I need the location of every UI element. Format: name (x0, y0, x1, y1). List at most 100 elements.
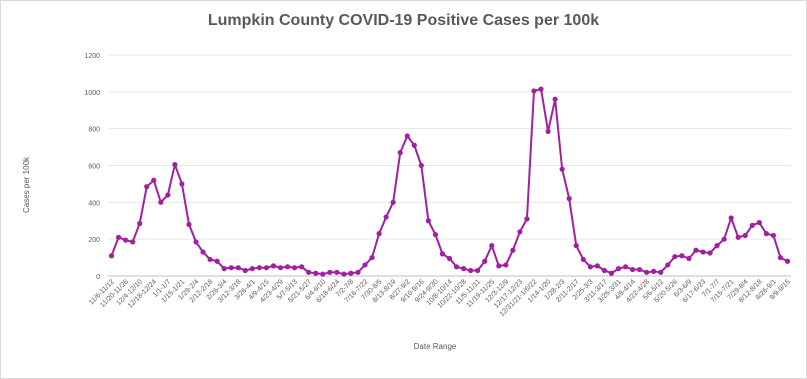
data-point (306, 269, 312, 275)
y-tick-label: 800 (88, 127, 100, 134)
data-point (214, 258, 220, 264)
data-point (242, 267, 248, 274)
data-point (629, 266, 636, 273)
data-point (714, 243, 720, 249)
data-point (362, 262, 368, 268)
data-point (228, 265, 234, 271)
data-point (151, 177, 157, 183)
data-point (446, 255, 453, 262)
data-point (334, 269, 340, 275)
data-point (686, 255, 692, 262)
data-point (207, 256, 213, 263)
data-point (299, 264, 305, 270)
y-tick-label: 200 (88, 237, 100, 244)
data-point (123, 237, 129, 243)
y-tick-label: 1200 (84, 53, 100, 60)
y-tick-label: 0 (96, 274, 100, 281)
data-point (418, 162, 424, 169)
data-point (390, 199, 396, 205)
data-point (291, 265, 298, 271)
y-tick-label: 1000 (84, 90, 100, 97)
data-point (439, 251, 446, 257)
data-point (665, 262, 671, 268)
chart-title: Lumpkin County COVID-19 Positive Cases p… (207, 12, 600, 29)
data-point (158, 199, 164, 205)
data-point (545, 128, 551, 135)
data-point (432, 231, 439, 238)
data-point (728, 215, 734, 221)
data-point (115, 234, 122, 240)
data-point (658, 269, 664, 275)
data-point (460, 266, 467, 272)
data-point (475, 267, 481, 274)
data-point (341, 271, 347, 277)
data-point (270, 263, 277, 269)
data-point (615, 266, 622, 272)
data-point (749, 222, 755, 228)
data-point (622, 264, 629, 270)
data-point (453, 264, 460, 270)
data-point (144, 184, 150, 190)
data-point (510, 247, 516, 253)
data-point (411, 142, 417, 148)
data-point (404, 133, 410, 139)
data-point (130, 239, 136, 245)
data-point (587, 264, 593, 270)
data-point (580, 256, 586, 263)
data-point (721, 236, 727, 242)
data-point (179, 181, 185, 187)
data-point (784, 258, 791, 264)
y-tick-label: 400 (88, 200, 100, 207)
data-point (672, 254, 678, 260)
data-point (524, 216, 530, 222)
data-point (763, 231, 769, 237)
data-point (193, 239, 199, 245)
data-point (601, 267, 608, 274)
data-point (327, 269, 333, 275)
data-point (489, 243, 495, 249)
data-point (594, 263, 600, 269)
data-point (355, 269, 361, 275)
data-point (770, 232, 776, 239)
data-point (249, 266, 255, 272)
data-point (573, 243, 579, 249)
data-point (756, 219, 762, 226)
data-point (707, 250, 713, 256)
series-line (110, 88, 788, 276)
data-point (693, 247, 699, 253)
data-point (284, 264, 291, 270)
data-point (517, 229, 523, 235)
data-point (376, 231, 382, 237)
data-point (369, 254, 375, 261)
data-point (313, 270, 319, 276)
data-point (383, 214, 389, 220)
data-point (200, 249, 206, 255)
data-point (221, 266, 227, 272)
data-point (108, 253, 115, 259)
data-point (496, 263, 502, 269)
data-point (566, 196, 572, 202)
data-point (735, 234, 741, 240)
data-point (742, 232, 748, 239)
data-point (538, 86, 544, 92)
x-axis-label: Date Range (413, 342, 457, 351)
data-point (186, 221, 192, 228)
data-point (235, 265, 241, 271)
data-point (637, 266, 643, 273)
data-point (256, 265, 262, 271)
data-point (425, 218, 431, 224)
data-point (679, 253, 685, 259)
data-point (777, 254, 784, 261)
data-point (482, 258, 488, 264)
data-point (531, 88, 537, 94)
data-point (468, 267, 474, 274)
y-tick-label: 600 (88, 164, 100, 171)
data-point (644, 269, 650, 275)
data-point (651, 268, 657, 274)
data-point (608, 270, 615, 276)
data-point (559, 166, 565, 172)
data-point (165, 192, 171, 198)
data-point (137, 220, 143, 227)
